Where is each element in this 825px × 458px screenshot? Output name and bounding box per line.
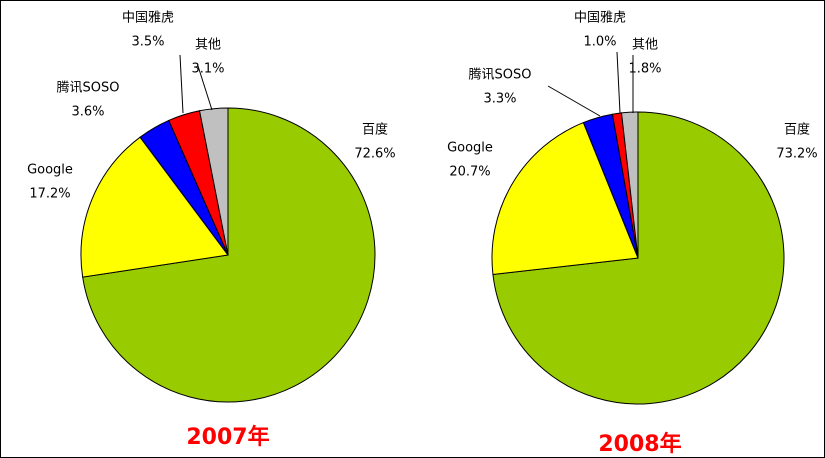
leader-line [616,51,621,114]
slice-value: 3.6% [71,105,104,120]
slice-value: 3.5% [131,35,164,50]
slice-label: Google [27,163,73,178]
pie-slice [491,121,639,276]
slice-label: 其他 [632,38,658,53]
leader-line [179,54,184,114]
slice-label: 腾讯SOSO [469,67,532,83]
slice-label: 百度 [362,122,388,138]
slice-label: Google [447,141,493,156]
pie-slice [198,107,229,256]
pie-slice [82,107,376,403]
chart-title: 2007年 [186,424,269,450]
pie-slice [620,111,639,259]
slice-value: 72.6% [354,147,395,162]
slice-label: 其他 [195,38,221,53]
slice-value: 17.2% [29,187,70,202]
slice-label: 腾讯SOSO [57,80,120,96]
slice-value: 1.0% [583,35,616,50]
slice-value: 73.2% [776,147,817,162]
slice-value: 3.3% [483,92,516,107]
chart-title: 2008年 [598,431,681,457]
pie-slice [80,136,229,278]
slice-value: 20.7% [449,165,490,180]
slice-label: 中国雅虎 [122,11,174,26]
slice-label: 中国雅虎 [574,11,626,26]
leader-line [547,85,601,117]
slice-value: 3.1% [191,62,224,77]
slice-value: 1.8% [628,62,661,77]
slice-label: 百度 [784,122,810,138]
leader-line [197,65,213,111]
